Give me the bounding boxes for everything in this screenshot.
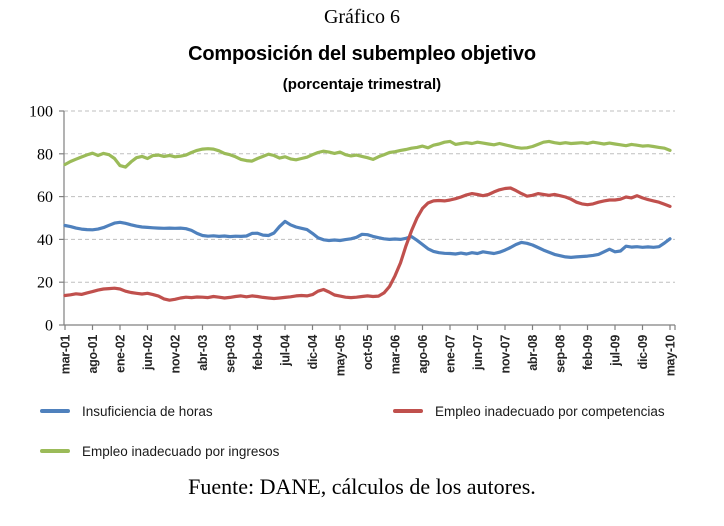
x-axis-label: ene-02 xyxy=(114,335,128,373)
legend-label: Insuficiencia de horas xyxy=(82,403,213,419)
chart-subtitle: (porcentaje trimestral) xyxy=(282,76,442,93)
y-axis-label: 40 xyxy=(37,232,53,249)
x-axis-label: ago-06 xyxy=(416,335,430,374)
legend-label: Empleo inadecuado por ingresos xyxy=(82,443,280,459)
y-axis-label: 0 xyxy=(45,318,53,335)
y-axis-label: 80 xyxy=(37,146,53,163)
x-axis-label: jul-04 xyxy=(279,335,293,367)
series-line xyxy=(63,219,672,259)
x-axis-label: jul-09 xyxy=(609,335,623,367)
x-axis-label: feb-04 xyxy=(251,335,265,370)
legend-row-1: Insuficiencia de horas Empleo inadecuado… xyxy=(0,398,724,438)
legend-line-marker-red xyxy=(393,409,423,413)
chart-title: Composición del subempleo objetivo xyxy=(188,43,536,65)
x-axis-label: sep-03 xyxy=(224,335,238,373)
x-axis-label: abr-08 xyxy=(526,335,540,371)
x-axis-label: mar-01 xyxy=(59,335,73,375)
x-axis-label: dic-04 xyxy=(306,335,320,370)
legend-item-competencias: Empleo inadecuado por competencias xyxy=(393,402,665,420)
legend-item-insuficiencia: Insuficiencia de horas xyxy=(40,402,213,420)
y-axis-label: 20 xyxy=(37,275,53,292)
x-axis-label: oct-05 xyxy=(361,335,375,370)
x-axis-label: mar-06 xyxy=(389,335,403,375)
x-axis-label: jun-02 xyxy=(141,335,155,371)
x-axis-label: dic-09 xyxy=(636,335,650,370)
series-line xyxy=(63,139,672,169)
x-axis-label: ene-07 xyxy=(444,335,458,373)
x-axis-label: sep-08 xyxy=(554,335,568,373)
x-axis-label: may-05 xyxy=(334,335,348,377)
chart-canvas: 0 20 40 60 80 100 mar-01 ago-01 ene-02 jun-02 nov-… xyxy=(29,104,678,377)
legend-line-marker-green xyxy=(40,449,70,453)
legend-label: Empleo inadecuado por competencias xyxy=(435,403,665,419)
series-line xyxy=(63,186,672,302)
y-axis-label: 60 xyxy=(37,189,53,206)
y-axis-label: 100 xyxy=(29,104,53,121)
legend-item-ingresos: Empleo inadecuado por ingresos xyxy=(40,442,279,460)
x-axis-label: feb-09 xyxy=(581,335,595,370)
legend-row-2: Empleo inadecuado por ingresos xyxy=(0,438,724,478)
x-axis-label: may-10 xyxy=(664,335,678,377)
x-axis-label: nov-07 xyxy=(499,335,513,374)
x-axis-label: nov-02 xyxy=(169,335,183,374)
x-axis-label: abr-03 xyxy=(196,335,210,371)
source-note: Fuente: DANE, cálculos de los autores. xyxy=(188,474,536,499)
x-axis-label: jun-07 xyxy=(471,335,485,371)
legend: Insuficiencia de horas Empleo inadecuado… xyxy=(0,398,724,478)
figure-label: Gráfico 6 xyxy=(323,6,401,28)
legend-line-marker-blue xyxy=(40,409,70,413)
x-axis-label: ago-01 xyxy=(86,335,100,374)
